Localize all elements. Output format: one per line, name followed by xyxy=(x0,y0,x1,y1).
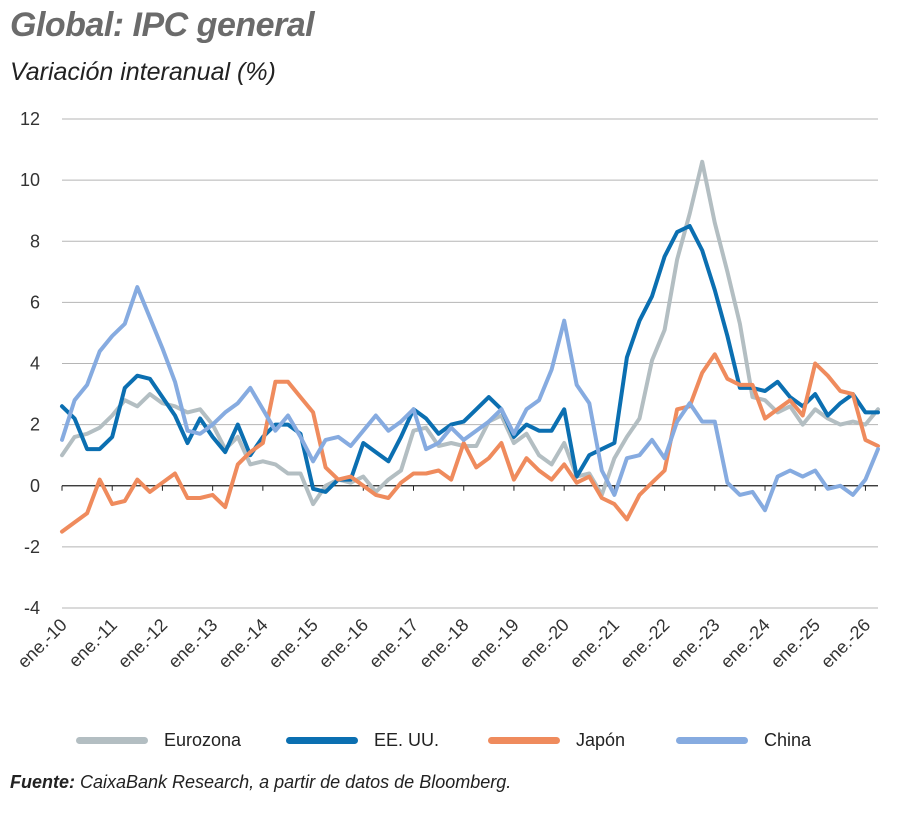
legend: Eurozona EE. UU. Japón China xyxy=(0,726,900,754)
legend-label-japon: Japón xyxy=(576,729,626,750)
y-axis-ticks: -4 -2 0 2 4 6 8 10 12 xyxy=(20,109,40,618)
x-axis: ene.-10ene.-11ene.-12ene.-13ene.-14ene.-… xyxy=(14,485,874,672)
y-tick-label: 6 xyxy=(30,292,40,312)
series-line-china xyxy=(60,285,880,513)
x-tick-label: ene.-13 xyxy=(164,615,221,672)
y-tick-label: 2 xyxy=(30,415,40,435)
series-lines xyxy=(60,159,880,534)
x-tick-label: ene.-14 xyxy=(214,615,271,672)
legend-item-eurozona: Eurozona xyxy=(76,726,241,754)
x-tick-label: ene.-20 xyxy=(516,615,573,672)
x-tick-label: ene.-16 xyxy=(315,615,372,672)
x-tick-label: ene.-11 xyxy=(65,615,121,671)
y-tick-label: 0 xyxy=(30,476,40,496)
x-tick-label: ene.-15 xyxy=(265,615,322,672)
y-tick-label: 4 xyxy=(30,354,40,374)
source-text: CaixaBank Research, a partir de datos de… xyxy=(75,772,512,792)
y-tick-label: -2 xyxy=(24,537,40,557)
legend-label-china: China xyxy=(764,729,812,750)
legend-swatch-china xyxy=(676,736,748,744)
y-tick-label: 8 xyxy=(30,231,40,251)
series-line-jap-n xyxy=(60,352,880,534)
chart-subtitle: Variación interanual (%) xyxy=(10,58,276,86)
chart-title: Global: IPC general xyxy=(10,6,315,44)
legend-swatch-eeuu xyxy=(286,736,358,744)
x-tick-label: ene.-17 xyxy=(365,615,422,672)
x-tick-label: ene.-26 xyxy=(817,615,874,672)
x-tick-label: ene.-12 xyxy=(114,615,171,672)
x-tick-label: ene.-24 xyxy=(717,615,774,672)
y-tick-label: -4 xyxy=(24,598,40,618)
legend-swatch-eurozona xyxy=(76,736,148,744)
gridlines xyxy=(62,118,878,609)
x-tick-label: ene.-25 xyxy=(767,615,824,672)
x-tick-label: ene.-19 xyxy=(465,615,522,672)
legend-swatch-japon xyxy=(488,736,560,744)
x-tick-label: ene.-23 xyxy=(666,615,723,672)
legend-item-china: China xyxy=(676,726,811,754)
x-tick-label: ene.-22 xyxy=(616,615,673,672)
legend-item-japon: Japón xyxy=(488,726,625,754)
legend-item-eeuu: EE. UU. xyxy=(286,726,439,754)
legend-label-eeuu: EE. UU. xyxy=(374,729,440,750)
source-label: Fuente: xyxy=(10,772,75,792)
series-line-ee-uu xyxy=(60,224,880,494)
x-tick-label: ene.-21 xyxy=(566,615,623,672)
y-tick-label: 10 xyxy=(20,170,40,190)
series-line-eurozona xyxy=(60,159,880,507)
source-note: Fuente: CaixaBank Research, a partir de … xyxy=(10,772,511,793)
x-tick-label: ene.-10 xyxy=(14,615,71,672)
x-tick-label: ene.-18 xyxy=(415,615,472,672)
legend-label-eurozona: Eurozona xyxy=(164,729,242,750)
y-tick-label: 12 xyxy=(20,109,40,129)
